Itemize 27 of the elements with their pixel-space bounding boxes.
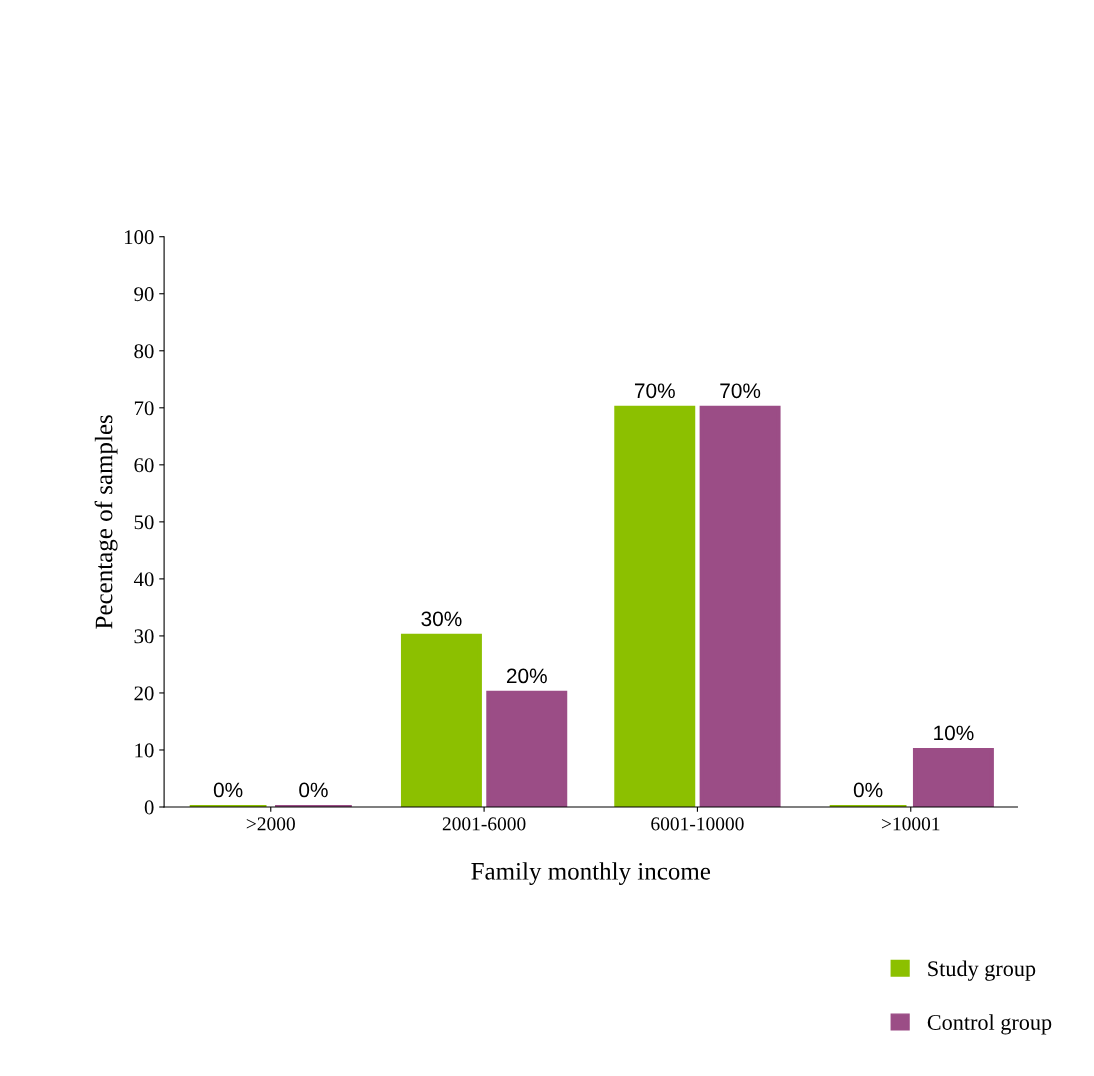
data-label: 70% — [720, 383, 761, 399]
x-tick-label: 2001-6000 — [442, 817, 526, 831]
legend-label: Study group — [928, 960, 1036, 981]
y-tick-label: 30 — [134, 629, 154, 644]
x-axis-title: Family monthly income — [471, 862, 711, 885]
y-tick-label: 80 — [134, 344, 154, 359]
y-tick-label: 100 — [124, 230, 154, 245]
x-tick-label: >2000 — [246, 817, 295, 831]
legend-label: Control group — [927, 1014, 1052, 1035]
y-tick-label: 40 — [133, 572, 154, 587]
y-tick-label: 20 — [134, 686, 154, 701]
data-label: 70% — [634, 383, 675, 399]
y-tick-label: 70 — [134, 401, 154, 416]
y-tick-label: 0 — [144, 800, 154, 815]
data-label: 0% — [853, 782, 883, 798]
x-tick-label: 6001-10000 — [651, 817, 744, 831]
data-label: 0% — [213, 782, 243, 798]
data-label: 0% — [299, 782, 328, 798]
data-label: 20% — [506, 668, 547, 684]
data-label: 30% — [421, 611, 462, 627]
data-label: 10% — [934, 725, 974, 741]
y-axis-title: Pecentage of samples — [94, 415, 118, 629]
y-tick-label: 90 — [134, 287, 154, 302]
y-tick-label: 50 — [134, 515, 154, 530]
x-tick-label: >10001 — [881, 817, 940, 831]
y-tick-label: 60 — [134, 458, 154, 473]
y-tick-label: 10 — [135, 743, 154, 758]
